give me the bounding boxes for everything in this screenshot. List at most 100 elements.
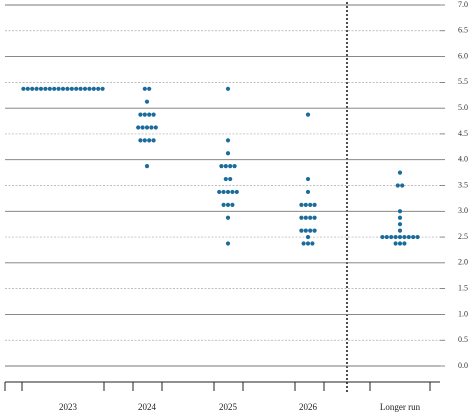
dot xyxy=(308,215,313,220)
dot xyxy=(230,202,235,207)
dot xyxy=(308,228,313,233)
dot xyxy=(25,86,30,91)
dot xyxy=(402,234,407,240)
dot xyxy=(140,125,145,130)
dot xyxy=(221,189,226,195)
x-tick-label: 2024 xyxy=(138,402,157,412)
dot xyxy=(228,176,233,182)
dot xyxy=(389,234,394,240)
dot xyxy=(138,138,143,143)
dot xyxy=(228,164,233,169)
dot xyxy=(223,164,228,169)
dot xyxy=(144,125,150,130)
dot xyxy=(217,189,222,195)
dot xyxy=(153,125,158,130)
dot xyxy=(305,189,311,195)
y-tick-label: 1.5 xyxy=(458,283,468,292)
dot xyxy=(225,241,231,246)
dot xyxy=(411,234,416,240)
y-tick-label: 1.0 xyxy=(458,309,468,318)
dot xyxy=(91,86,96,91)
dot xyxy=(305,176,311,182)
dot xyxy=(151,112,156,117)
y-tick-label: 3.5 xyxy=(458,180,468,189)
x-tick-label: 2025 xyxy=(219,402,238,412)
dot xyxy=(312,215,317,220)
dot xyxy=(393,234,398,240)
dot xyxy=(142,112,147,117)
dot xyxy=(303,215,308,220)
dot xyxy=(397,234,403,240)
dot xyxy=(308,202,313,207)
dot xyxy=(34,86,39,91)
y-tick-label: 0.0 xyxy=(458,361,468,370)
y-tick-label: 4.5 xyxy=(458,129,468,138)
y-tick-label: 4.0 xyxy=(458,155,468,164)
dot xyxy=(219,164,224,169)
dot xyxy=(225,202,231,207)
y-tick-label: 6.0 xyxy=(458,51,468,60)
dot xyxy=(303,202,308,207)
y-tick-label: 6.5 xyxy=(458,26,468,35)
dot xyxy=(234,189,239,195)
dot xyxy=(225,215,231,220)
dot xyxy=(312,228,317,233)
y-tick-label: 5.0 xyxy=(458,103,468,112)
dot xyxy=(136,125,141,130)
dot xyxy=(232,164,237,169)
dot xyxy=(301,241,306,246)
dot xyxy=(397,222,403,227)
y-tick-label: 0.5 xyxy=(458,335,468,344)
dot xyxy=(151,138,156,143)
dot xyxy=(223,176,228,182)
dot xyxy=(65,86,70,91)
dot xyxy=(305,112,311,117)
dot xyxy=(60,86,66,91)
dot xyxy=(225,86,231,91)
dot xyxy=(144,99,150,104)
dot xyxy=(30,86,35,91)
dot xyxy=(393,241,398,246)
dot xyxy=(87,86,92,91)
dot xyxy=(312,202,317,207)
dot xyxy=(395,183,400,188)
dot xyxy=(305,234,311,240)
dot xyxy=(38,86,44,91)
dot xyxy=(144,164,150,169)
dot xyxy=(21,86,26,91)
dot xyxy=(397,241,403,246)
y-tick-label: 7.0 xyxy=(458,0,468,9)
dot xyxy=(415,234,420,240)
dot xyxy=(82,86,88,91)
dot xyxy=(221,202,226,207)
dot xyxy=(142,138,147,143)
dot xyxy=(305,241,311,246)
dot xyxy=(43,86,48,91)
dot xyxy=(299,202,304,207)
dot xyxy=(138,112,143,117)
y-tick-label: 3.0 xyxy=(458,206,468,215)
dot xyxy=(402,241,407,246)
dot xyxy=(147,86,152,91)
dot xyxy=(52,86,57,91)
dot xyxy=(397,209,403,214)
dot xyxy=(299,228,304,233)
dot xyxy=(96,86,101,91)
dot xyxy=(147,138,152,143)
dot xyxy=(56,86,61,91)
dot xyxy=(397,215,403,220)
dot xyxy=(397,170,403,175)
y-tick-label: 2.0 xyxy=(458,258,468,267)
dot xyxy=(384,234,389,240)
dot xyxy=(400,183,405,188)
dot xyxy=(225,151,231,156)
dot xyxy=(230,189,235,195)
dot xyxy=(225,138,231,143)
dot xyxy=(225,189,231,195)
dot xyxy=(397,228,403,233)
dot xyxy=(299,215,304,220)
x-tick-label: 2026 xyxy=(299,402,318,412)
dot xyxy=(303,228,308,233)
y-tick-label: 5.5 xyxy=(458,77,468,86)
